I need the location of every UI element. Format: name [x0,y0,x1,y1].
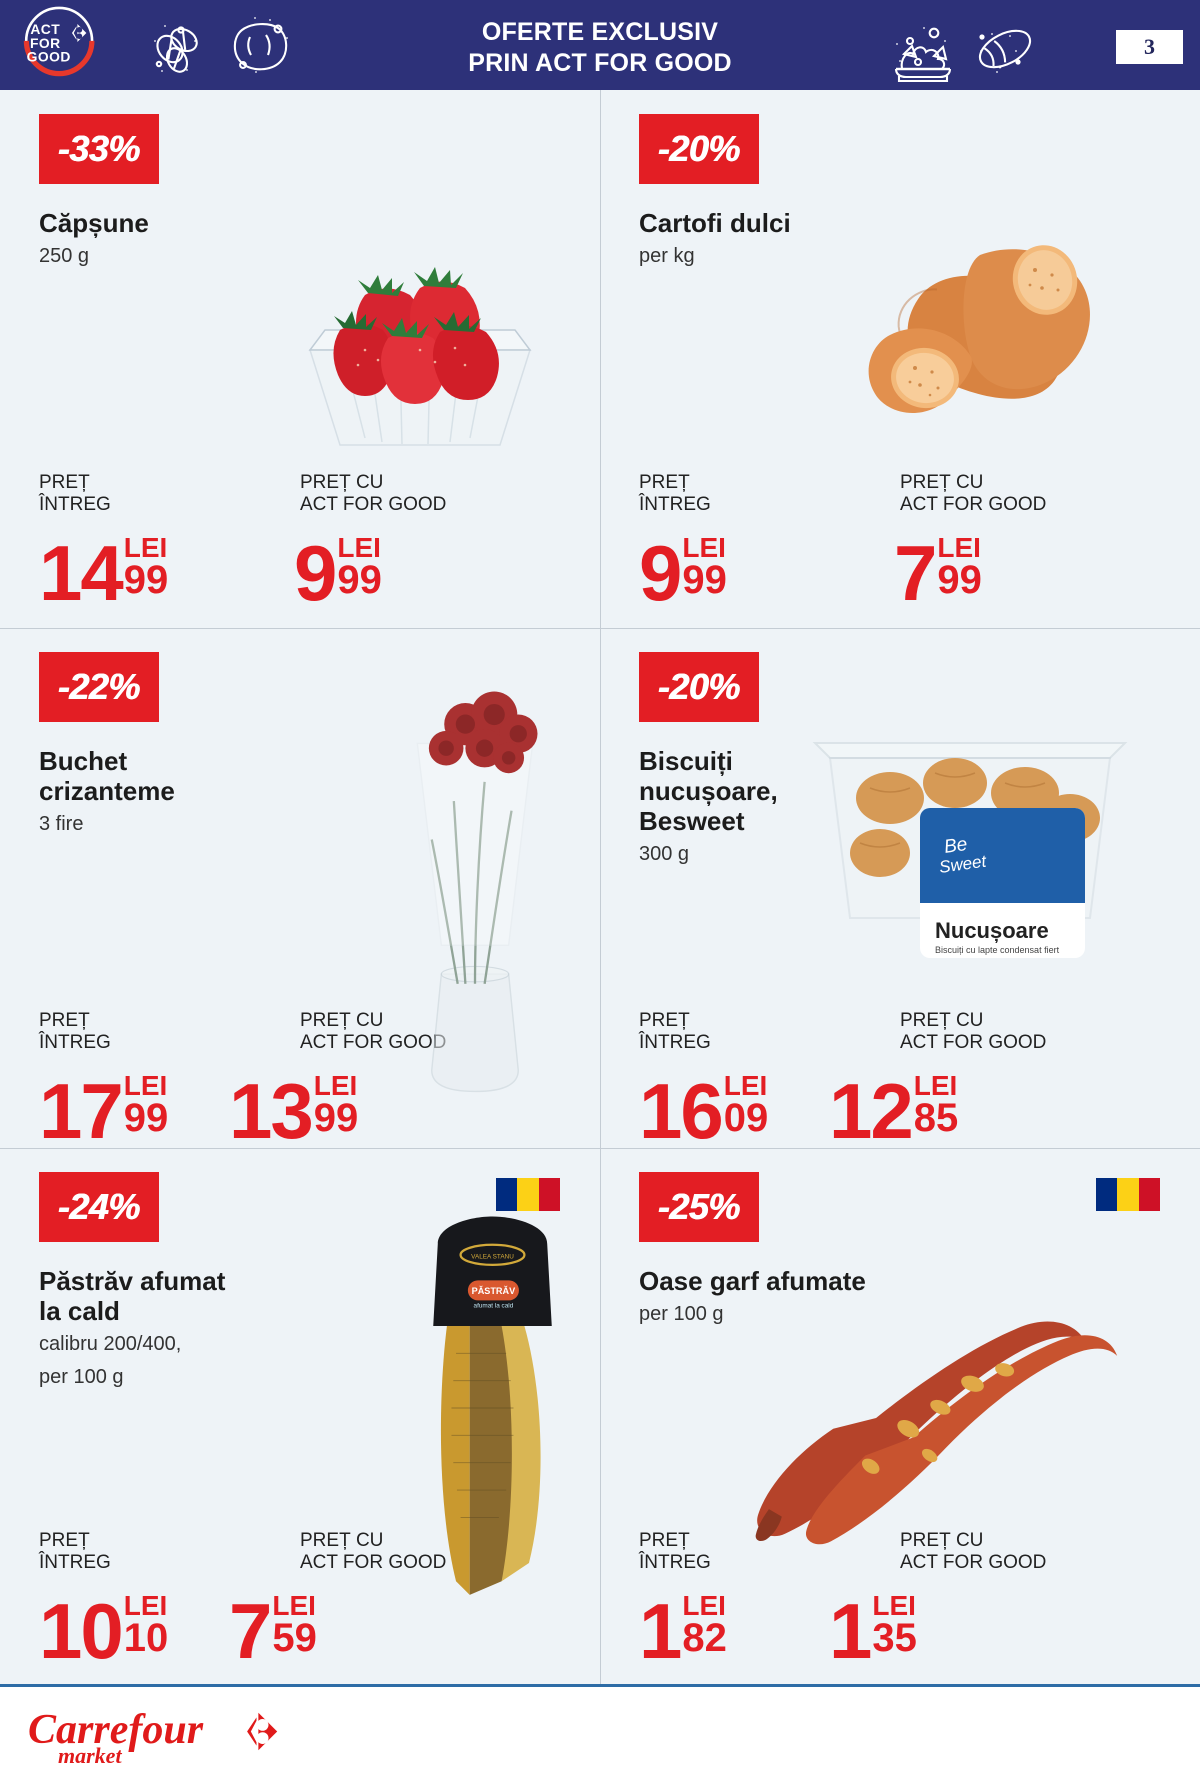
svg-text:Biscuiți cu lapte condensat fi: Biscuiți cu lapte condensat fiert [935,945,1060,955]
svg-text:market: market [58,1743,122,1765]
svg-text:PĂSTRĂV: PĂSTRĂV [472,1286,516,1296]
svg-text:VALEA STANU: VALEA STANU [471,1253,514,1260]
svg-text:Nucușoare: Nucușoare [935,918,1049,943]
svg-text:GOOD: GOOD [27,49,71,65]
svg-text:afumat la cald: afumat la cald [474,1303,514,1310]
